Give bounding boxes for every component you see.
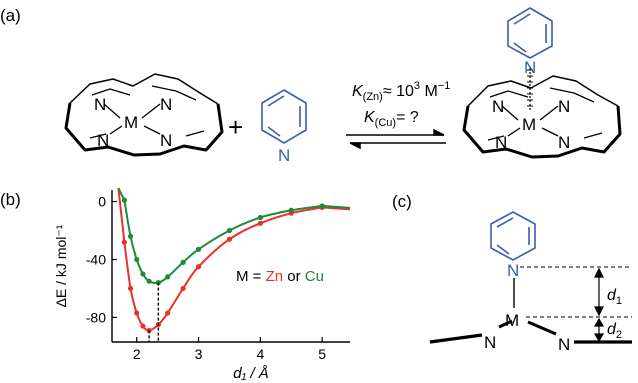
nitrogen-atom: N	[558, 97, 570, 116]
metal-atom: M	[522, 115, 536, 134]
panel-a-label: (a)	[0, 6, 21, 25]
nitrogen-atom: N	[94, 95, 106, 114]
k-zn-label: K(Zn)≈ 103 M−1	[352, 80, 450, 103]
porphyrin-right	[462, 68, 622, 159]
nitrogen-atom: N	[97, 131, 109, 150]
data-point-cu	[134, 256, 140, 263]
data-point-zn	[165, 310, 171, 316]
x-tick-label: 2	[133, 346, 141, 362]
k-cu-label: K(Cu)= ?	[364, 109, 419, 129]
data-point-cu	[226, 227, 233, 234]
legend-cu: Cu	[305, 268, 324, 285]
nitrogen-atom: N	[492, 97, 504, 116]
nitrogen-atom: N	[495, 133, 507, 152]
pyridine-bound	[507, 7, 553, 59]
data-point-cu	[165, 274, 171, 280]
data-point-zn	[140, 323, 146, 329]
data-point-cu	[121, 197, 127, 203]
d2-label: d2	[607, 321, 622, 341]
data-point-zn	[226, 236, 233, 242]
pyridine-bound-nitrogen: N	[524, 58, 536, 77]
d1-label: d1	[607, 287, 622, 307]
y-axis-label: ΔE / kJ mol⁻¹	[53, 224, 69, 307]
porphyrin-right-atoms: N N M N N	[492, 97, 570, 152]
plus-sign: +	[228, 112, 243, 142]
chart-legend: M = Zn or Cu	[236, 268, 324, 285]
panel-c-label: (c)	[392, 192, 412, 211]
data-point-cu	[127, 233, 134, 239]
geometry-nitrogen-right: N	[558, 335, 570, 354]
data-point-zn	[134, 310, 140, 316]
data-point-cu	[140, 271, 146, 277]
pyridine-nitrogen: N	[278, 146, 290, 165]
geometry-nitrogen-left: N	[484, 333, 496, 352]
x-axis-label: d₁ / Å	[233, 365, 269, 382]
nitrogen-atom: N	[160, 131, 172, 150]
geometry-pyridine-nitrogen: N	[507, 261, 519, 280]
metal-atom: M	[124, 113, 138, 132]
y-tick-label: -40	[86, 251, 106, 267]
series-line-zn	[117, 187, 351, 332]
y-tick-label: -80	[86, 309, 106, 325]
data-point-zn	[195, 264, 202, 270]
geometry-pyridine	[490, 211, 536, 261]
x-tick-label: 4	[256, 346, 264, 362]
geometry-diagram	[429, 211, 632, 344]
data-point-cu	[146, 278, 152, 284]
x-tick-label: 3	[195, 346, 203, 362]
porphyrin-left-atoms: N N M N N	[94, 95, 172, 150]
nitrogen-atom: N	[558, 133, 570, 152]
data-point-cu	[288, 207, 294, 213]
data-point-cu	[180, 259, 186, 265]
porphyrin-left	[64, 73, 224, 157]
panel-b-label: (b)	[0, 190, 21, 209]
nitrogen-atom: N	[160, 95, 172, 114]
y-tick-label: 0	[98, 194, 106, 210]
x-tick-label: 5	[318, 346, 326, 362]
data-point-zn	[257, 220, 263, 226]
data-point-cu	[195, 246, 202, 252]
data-point-cu	[319, 203, 325, 209]
data-point-zn	[127, 285, 134, 292]
data-point-cu	[257, 214, 263, 221]
legend-zn: Zn	[266, 268, 284, 285]
geometry-metal: M	[505, 311, 519, 330]
data-point-zn	[121, 239, 127, 245]
energy-chart: 0 -40 -80 2 3 4 5 ΔE / kJ mol⁻¹ d₁ / Å	[53, 187, 351, 382]
pyridine-free	[261, 89, 307, 144]
data-point-zn	[180, 285, 186, 292]
equilibrium-arrows	[346, 128, 446, 150]
